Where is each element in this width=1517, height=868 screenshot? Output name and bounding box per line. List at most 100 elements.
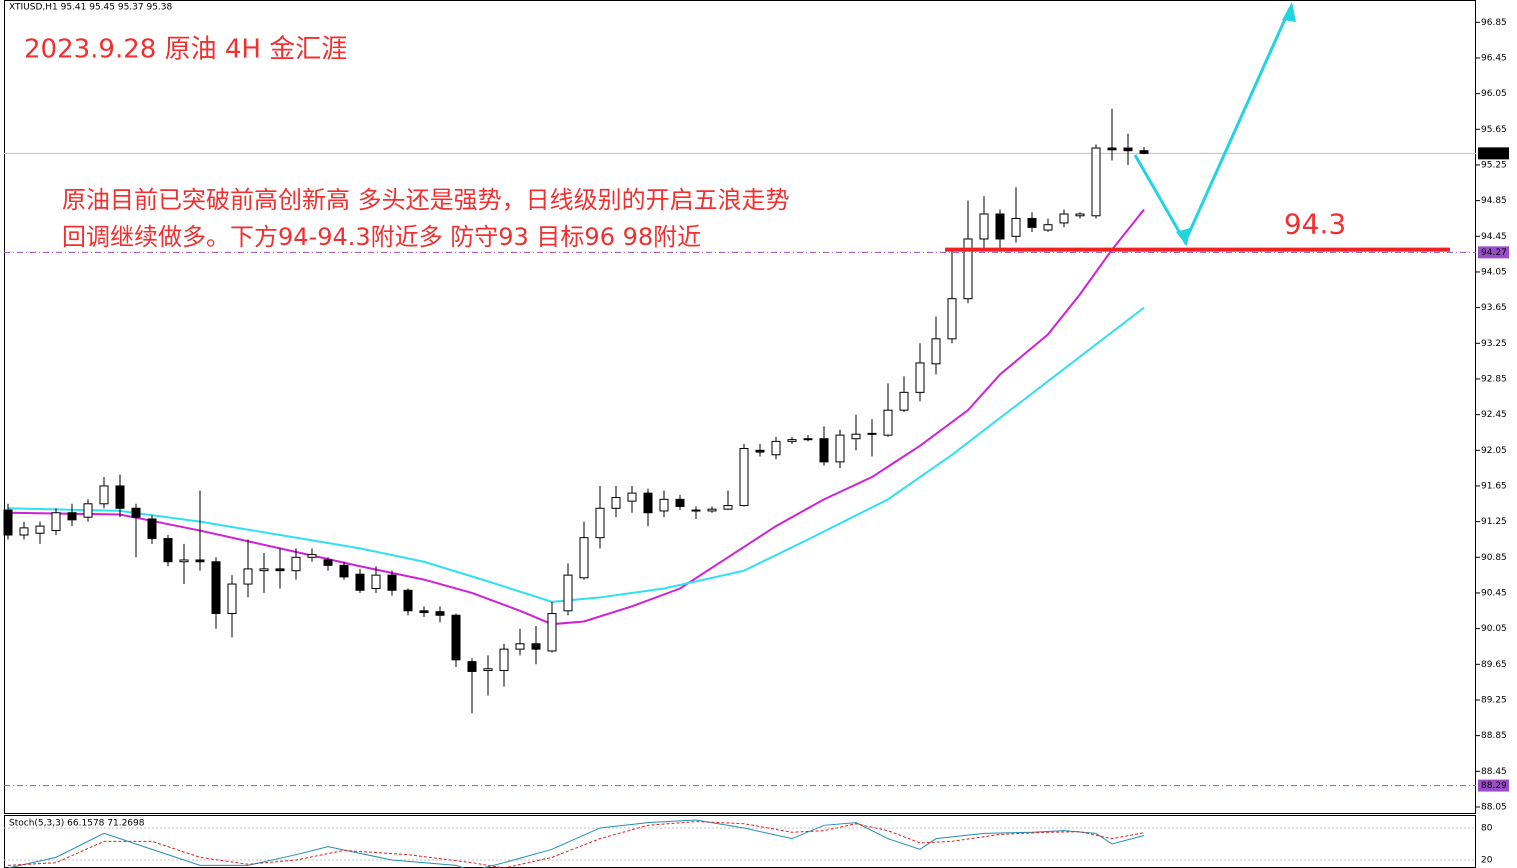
- y-tick-label: 91.25: [1481, 517, 1507, 527]
- candle-body: [227, 583, 237, 614]
- candle-body: [563, 574, 573, 612]
- candle-body: [1011, 217, 1021, 237]
- oscillator-title: Stoch(5,3,3) 66.1578 71.2698: [9, 819, 145, 829]
- y-tick-label: 92.85: [1481, 374, 1507, 384]
- price-marker-label: 88.29: [1481, 781, 1507, 791]
- y-tick-label: 91.65: [1481, 481, 1507, 491]
- candle-body: [419, 610, 429, 614]
- candle-body: [771, 440, 781, 456]
- candle-body: [931, 338, 941, 365]
- level-label: 94.3: [1284, 208, 1346, 241]
- candle-body: [803, 438, 813, 441]
- symbol-header: XTIUSD,H1 95.41 95.45 95.37 95.38: [9, 3, 173, 13]
- candle-body: [723, 505, 733, 510]
- y-tick-label: 89.25: [1481, 695, 1507, 705]
- candle-body: [19, 527, 29, 536]
- candle-body: [515, 643, 525, 650]
- plot-area: [3, 108, 1476, 787]
- candle-body: [67, 512, 77, 521]
- y-tick-label: 93.25: [1481, 339, 1507, 349]
- candle-body: [195, 559, 205, 563]
- candle-body: [1139, 150, 1149, 154]
- y-tick-label: 90.45: [1481, 588, 1507, 598]
- osc-line: [7, 821, 1145, 868]
- candle-body: [339, 564, 349, 578]
- candle-body: [179, 559, 189, 563]
- candle-body: [1059, 213, 1069, 224]
- y-tick-label: 92.45: [1481, 410, 1507, 420]
- annotation: 回调继续做多。下方94-94.3附近多 防守93 目标96 98附近: [62, 223, 701, 251]
- y-tick-label: 89.65: [1481, 660, 1507, 670]
- candle-body: [211, 561, 221, 614]
- candle-body: [371, 574, 381, 590]
- candle-body: [131, 507, 141, 518]
- candle-body: [355, 573, 365, 591]
- candle-body: [483, 668, 493, 672]
- y-tick-label: 96.45: [1481, 53, 1507, 63]
- ma-line: [7, 306, 1145, 603]
- candle-body: [531, 643, 541, 650]
- osc-tick-label: 20: [1481, 856, 1493, 866]
- osc-tick-label: 80: [1481, 823, 1493, 833]
- candle-body: [739, 448, 749, 507]
- candle-body: [643, 492, 653, 514]
- candle-body: [147, 518, 157, 540]
- candle-body: [547, 612, 557, 652]
- y-tick-label: 88.85: [1481, 731, 1507, 741]
- candle-body: [707, 508, 717, 512]
- y-tick-label: 88.05: [1481, 802, 1507, 812]
- candle-body: [99, 485, 109, 505]
- y-tick-label: 94.05: [1481, 267, 1507, 277]
- candle-body: [835, 434, 845, 463]
- candle-body: [451, 614, 461, 661]
- candle-body: [899, 391, 909, 411]
- candle-body: [755, 449, 765, 453]
- candle-body: [1123, 147, 1133, 152]
- candle-body: [1043, 224, 1053, 231]
- annotation: 原油目前已突破前高创新高 多头还是强势，日线级别的开启五浪走势: [62, 186, 790, 214]
- candle-body: [323, 559, 333, 566]
- price-marker-label: 95.38: [1481, 149, 1507, 159]
- candle-body: [1107, 147, 1117, 151]
- candle-body: [947, 298, 957, 340]
- candle-body: [1027, 217, 1037, 228]
- y-tick-label: 96.85: [1481, 18, 1507, 28]
- y-tick-label: 88.45: [1481, 767, 1507, 777]
- candle-body: [499, 648, 509, 672]
- candle-body: [787, 439, 797, 442]
- candle-body: [35, 525, 45, 534]
- candle-body: [83, 503, 93, 518]
- candle-body: [691, 509, 701, 512]
- candle-body: [3, 509, 13, 536]
- candle-body: [115, 485, 125, 509]
- candle-body: [851, 433, 861, 440]
- candle-body: [259, 568, 269, 572]
- candle-body: [963, 238, 973, 300]
- candle-body: [387, 574, 397, 591]
- candle-body: [403, 589, 413, 612]
- candle-body: [979, 213, 989, 240]
- candle-body: [995, 213, 1005, 240]
- candle-body: [819, 438, 829, 463]
- y-tick-label: 90.85: [1481, 553, 1507, 563]
- candle-body: [163, 538, 173, 563]
- y-tick-label: 96.05: [1481, 89, 1507, 99]
- candle-body: [1091, 147, 1101, 217]
- ma-line: [7, 208, 1145, 626]
- y-tick-label: 92.05: [1481, 446, 1507, 456]
- candle-body: [627, 492, 637, 502]
- candle-body: [275, 568, 285, 572]
- main-frame: [4, 0, 1476, 814]
- price-marker-box: [1478, 246, 1509, 259]
- candle-body: [467, 661, 477, 672]
- candle-body: [307, 554, 317, 558]
- candle-body: [659, 498, 669, 512]
- price-marker-box: [1478, 779, 1509, 792]
- y-tick-label: 94.85: [1481, 196, 1507, 206]
- chart-title: 2023.9.28 原油 4H 金汇涯: [24, 35, 347, 65]
- candle-body: [915, 362, 925, 393]
- candle-body: [579, 537, 589, 579]
